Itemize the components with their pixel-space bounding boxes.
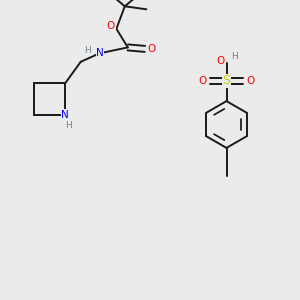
Text: H: H bbox=[65, 122, 71, 130]
Text: O: O bbox=[198, 76, 207, 86]
Text: N: N bbox=[61, 110, 69, 120]
Text: O: O bbox=[246, 76, 255, 86]
Text: H: H bbox=[232, 52, 238, 61]
Text: S: S bbox=[223, 74, 230, 87]
Text: O: O bbox=[216, 56, 225, 66]
Text: H: H bbox=[85, 46, 91, 56]
Text: N: N bbox=[96, 48, 104, 59]
Text: O: O bbox=[107, 21, 115, 31]
Text: O: O bbox=[148, 44, 156, 54]
